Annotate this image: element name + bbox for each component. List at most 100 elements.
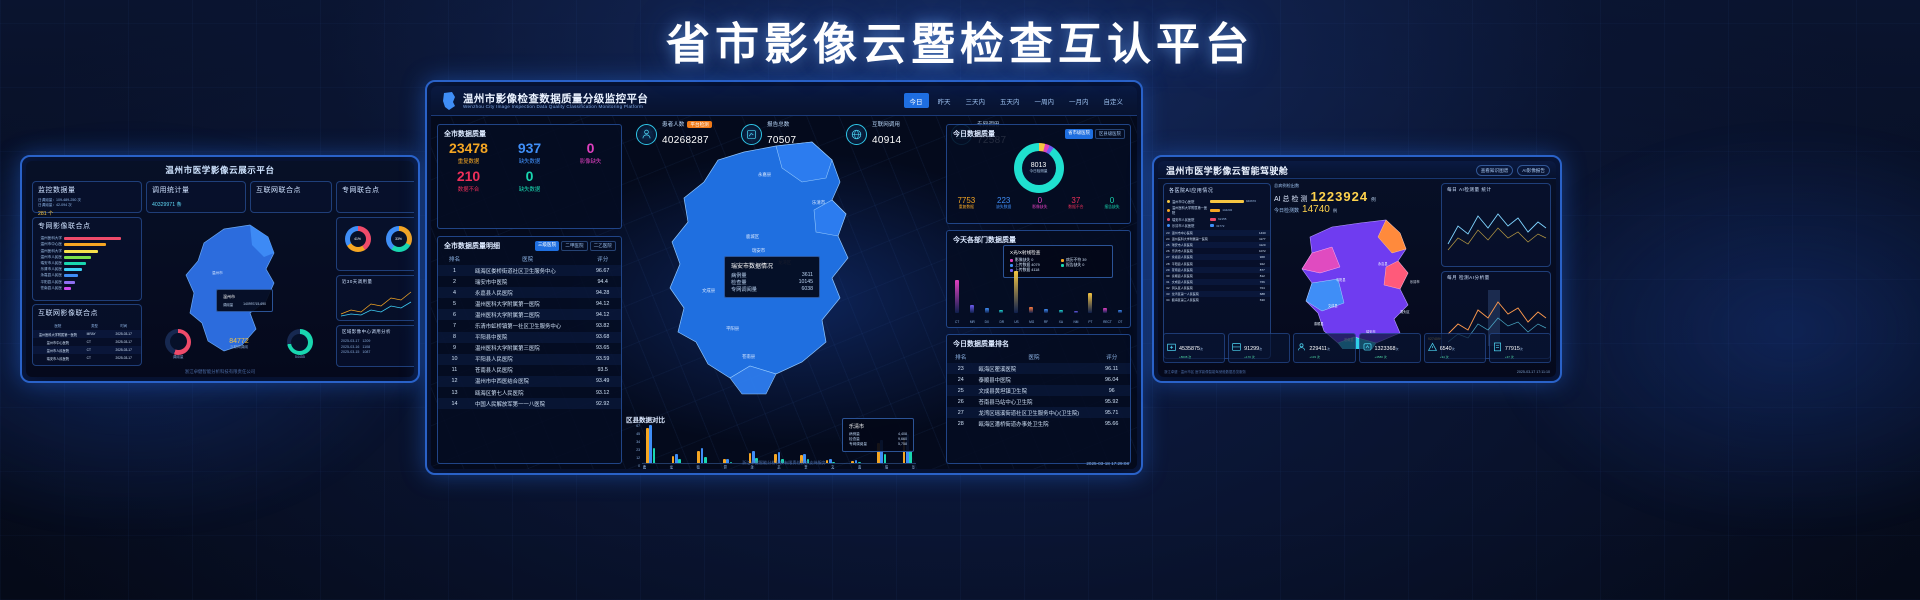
table-row[interactable]: 34 瓯海区第三人民医院 630: [1164, 297, 1270, 303]
today-tab-0[interactable]: 省市级医院: [1065, 129, 1094, 139]
cell-name: 永嘉县人民医院: [1171, 254, 1255, 261]
left-bar-fill-6: [64, 274, 78, 278]
region-ytick-0: 67: [636, 424, 640, 428]
cell-b: MRAY: [82, 330, 107, 339]
detail-tab-0[interactable]: 三级医院: [534, 241, 560, 251]
table-row[interactable]: 27 龙湾区瑶溪街道社区卫生服务中心(卫生院) 95.71: [947, 407, 1130, 419]
cell-score: 93.68: [584, 331, 621, 343]
table-row[interactable]: 11 苍南县人民医院 93.5: [438, 365, 621, 376]
right-footer-card-1: 91299次 +170 次: [1228, 333, 1291, 363]
region-ytick-3: 23: [636, 448, 640, 452]
table-row[interactable]: 温州市中心医院 CT 2025-03-17: [33, 338, 141, 346]
table-row[interactable]: 25 文成县黄坦镇卫生院 96: [947, 385, 1130, 397]
table-row[interactable]: 14 中国人民解放军第一一八医院 92.92: [438, 398, 621, 410]
table-row[interactable]: 26 苍南县马站中心卫生院 95.92: [947, 396, 1130, 407]
cell-hospital: 平阳县中医院: [470, 331, 585, 343]
cell-c: 2025-03-17: [115, 356, 132, 361]
right-fc-value-3: 1323368: [1374, 346, 1396, 352]
right-button-0[interactable]: 查看知识图谱: [1475, 165, 1514, 176]
today-tab-1[interactable]: 区县级医院: [1095, 129, 1125, 139]
table-row[interactable]: 28 平阳县人民医院 922: [1164, 260, 1270, 266]
city-detail-tabs[interactable]: 三级医院 二甲医院 二乙医院: [534, 237, 621, 251]
today-stat-1: 223 缺失数据: [996, 196, 1011, 210]
region-bar-病例量: [697, 451, 700, 463]
table-row[interactable]: 32 洞头区人民医院 704: [1164, 285, 1270, 291]
right-button-1[interactable]: AI影像报告: [1517, 165, 1550, 176]
table-row[interactable]: 1 瓯海区娄桥街道社区卫生服务中心 96.67: [438, 265, 621, 277]
center-tab-4[interactable]: 一周内: [1034, 98, 1055, 106]
table-row[interactable]: 31 文成县人民医院 766: [1164, 278, 1270, 285]
center-tab-3[interactable]: 五天内: [1000, 98, 1020, 106]
cell-name: 瑞安市人民医院: [1171, 242, 1255, 249]
table-row[interactable]: 温州医科大学附属第一医院 MRAY 2025-03-17: [33, 330, 141, 339]
right-hosp-value-3: 31772: [1216, 223, 1225, 228]
cell-a: 瑞安市人民医院: [46, 356, 69, 361]
map-label-5: 文成县: [702, 288, 716, 293]
right-fc-sub-4: +34 次: [1439, 355, 1449, 359]
right-hosp-name-2: 瑞安市人民医院: [1172, 217, 1195, 222]
table-row[interactable]: 25 瑞安市人民医院 1120: [1164, 242, 1270, 249]
table-row[interactable]: 23 瓯海区瞿溪医院 96.11: [947, 363, 1130, 375]
table-row[interactable]: 28 瓯海区潘桥街道办事处卫生院 95.66: [947, 418, 1130, 429]
left-bar-2: 温州医科大学: [36, 249, 138, 254]
region-bar-病例量: [774, 454, 777, 463]
detail-tab-2[interactable]: 二乙医院: [589, 241, 616, 251]
right-hosp-value-0: 940670: [1246, 199, 1257, 203]
center-tab-2[interactable]: 三天内: [965, 98, 986, 106]
center-tab-1[interactable]: 昨天: [937, 98, 951, 106]
mod-xlabel-PT: PT: [1088, 320, 1093, 324]
cell-hospital: 温州医科大学附属第二医院: [470, 309, 585, 321]
detail-tab-1[interactable]: 二甲医院: [561, 241, 588, 251]
table-row[interactable]: 6 温州医科大学附属第二医院 94.12: [438, 309, 621, 321]
table-row[interactable]: 26 乐清市人民医院 1072: [1164, 248, 1270, 254]
region-tooltip-row-1: 检查量 9,660: [849, 437, 907, 441]
center-time-tabs[interactable]: 今日 昨天 三天内 五天内 一周内 一月内 自定义: [903, 93, 1130, 108]
table-row[interactable]: 10 平阳县人民医院 93.59: [438, 353, 621, 365]
modality-card: 今天各部门数据质量 X光/X射线检查 影像缺失 0 病历不符 39 上传数据 407…: [946, 230, 1131, 328]
table-row[interactable]: 2 瑞安市中医院 94.4: [438, 276, 621, 287]
table-row[interactable]: 13 瓯海区第七人民医院 93.12: [438, 387, 621, 398]
table-row[interactable]: 4 永嘉县人民医院 94.28: [438, 287, 621, 299]
table-row[interactable]: 9 温州医科大学附属第三医院 93.65: [438, 343, 621, 354]
modality-legend-title: X光/X射线检查: [1010, 250, 1041, 255]
report-icon: [741, 123, 762, 145]
today-quality-tabs[interactable]: 省市级医院 区县级医院: [1065, 125, 1130, 139]
table-row[interactable]: 30 泰顺县人民医院 812: [1164, 273, 1270, 279]
map-label-8: 苍南县: [742, 354, 756, 359]
center-tab-6[interactable]: 自定义: [1103, 98, 1124, 106]
table-row[interactable]: 瑞安市人民医院 CT 2025-03-17: [33, 354, 141, 362]
today-donut-label: 今日检测量: [1029, 169, 1048, 173]
patient-icon: [636, 123, 657, 145]
table-row[interactable]: 24 温州医科大学附属第一医院 1177: [1164, 236, 1270, 242]
left-analysis-panel: 区域影像中心调用分析 2025-03-17 1209 2025-03-16 11…: [336, 325, 414, 367]
left-screen: 温州市医学影像云展示平台 监控数据量 日调阅量：109-489-250 次 日调…: [20, 155, 420, 383]
cell-hospital: 瓯海区潘桥街道办事处卫生院: [978, 422, 1049, 429]
left-map-tooltip-row: 调阅量 140997/15-690: [223, 302, 266, 307]
cell-rank: 7: [452, 323, 456, 330]
mod-xlabel-OT: OT: [1117, 320, 1123, 324]
cell-value: 1072: [1258, 249, 1266, 254]
quality-item-0: 23478 重复数据: [438, 140, 499, 165]
right-fc-sub-3: +4580 次: [1374, 355, 1387, 359]
table-row[interactable]: 23 温州市中心医院 1430: [1164, 230, 1270, 237]
left-bar-label-3: 温州市人民医: [40, 254, 62, 259]
mod-bar-RF: [1043, 308, 1048, 313]
mod-legend-2: 上传数据 4079: [1010, 263, 1055, 268]
table-row[interactable]: 27 永嘉县人民医院 968: [1164, 254, 1270, 261]
left-gauge-3-ring: [286, 329, 313, 355]
center-tab-5[interactable]: 一月内: [1069, 98, 1089, 106]
table-row[interactable]: 12 温州市中西医结合医院 93.49: [438, 375, 621, 388]
kpi-0: 患者人数 平台检测 40268287: [636, 120, 712, 148]
table-row[interactable]: 29 苍南县人民医院 877: [1164, 266, 1270, 273]
table-row[interactable]: 24 泰顺县中医院 96.04: [947, 374, 1130, 385]
table-row[interactable]: 5 温州医科大学附属第一医院 94.12: [438, 298, 621, 309]
table-row[interactable]: 33 龙湾区第一人民医院 688: [1164, 290, 1270, 298]
cell-name: 泰顺县人民医院: [1171, 273, 1193, 278]
table-row[interactable]: 8 平阳县中医院 93.68: [438, 331, 621, 343]
left-bar-fill-3: [64, 255, 92, 259]
center-tab-0[interactable]: 今日: [903, 93, 929, 108]
table-row[interactable]: 温州市人民医院 CT 2025-03-17: [33, 346, 141, 355]
right-header-buttons[interactable]: 查看知识图谱 AI影像报告: [1475, 165, 1550, 176]
table-row[interactable]: 7 乐清市虹桥镇第一社区卫生服务中心 93.82: [438, 320, 621, 331]
mod-xlabel-NM: NM: [1073, 320, 1079, 324]
